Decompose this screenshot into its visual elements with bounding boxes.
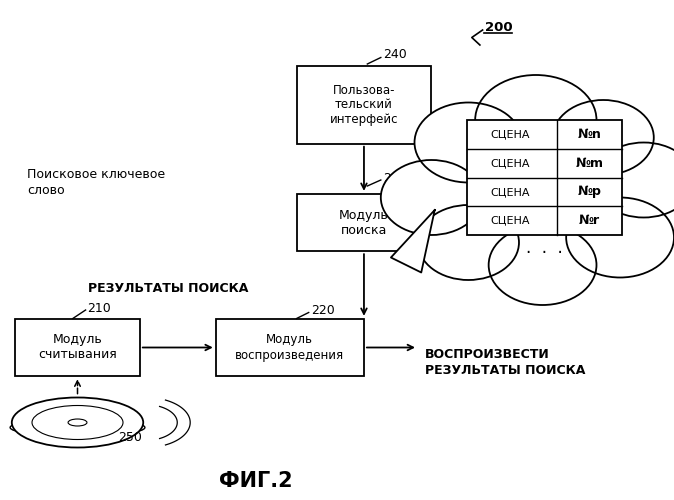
Text: СЦЕНА: СЦЕНА [491,158,530,168]
FancyBboxPatch shape [297,66,431,144]
Text: №r: №r [579,214,600,227]
Circle shape [475,75,596,165]
FancyBboxPatch shape [297,194,431,251]
Circle shape [566,198,674,278]
Text: Модуль
воспроизведения: Модуль воспроизведения [235,334,344,361]
Circle shape [452,128,627,258]
Text: 240: 240 [383,48,406,62]
Text: 250: 250 [118,431,142,444]
Text: 220: 220 [311,304,335,316]
Ellipse shape [32,406,123,440]
Text: Модуль
поиска: Модуль поиска [339,208,389,236]
Ellipse shape [12,398,144,448]
FancyBboxPatch shape [16,319,140,376]
Circle shape [593,142,674,218]
FancyBboxPatch shape [467,120,622,235]
Text: ·  ·  ·: · · · [526,244,563,262]
Text: СЦЕНА: СЦЕНА [491,130,530,140]
Circle shape [381,160,482,235]
Text: ВОСПРОИЗВЕСТИ
РЕЗУЛЬТАТЫ ПОИСКА: ВОСПРОИЗВЕСТИ РЕЗУЛЬТАТЫ ПОИСКА [425,348,585,376]
Text: 210: 210 [88,302,111,314]
Text: Модуль
считывания: Модуль считывания [38,334,117,361]
Circle shape [489,225,596,305]
Ellipse shape [68,419,87,426]
Text: Поисковое ключевое
слово: Поисковое ключевое слово [27,168,165,196]
Text: 230: 230 [383,172,406,184]
Text: ФИГ.2: ФИГ.2 [219,471,293,491]
Text: СЦЕНА: СЦЕНА [491,216,530,226]
Text: 200: 200 [485,21,513,34]
Text: №m: №m [576,156,603,170]
Circle shape [553,100,654,175]
Text: СЦЕНА: СЦЕНА [491,187,530,197]
Ellipse shape [10,419,145,436]
Circle shape [415,102,522,182]
Polygon shape [391,210,435,272]
Text: РЕЗУЛЬТАТЫ ПОИСКА: РЕЗУЛЬТАТЫ ПОИСКА [88,282,248,294]
Text: Пользова-
тельский
интерфейс: Пользова- тельский интерфейс [330,84,398,126]
Circle shape [418,205,519,280]
FancyBboxPatch shape [216,319,364,376]
Text: №p: №p [578,186,601,198]
Text: №n: №n [578,128,601,141]
